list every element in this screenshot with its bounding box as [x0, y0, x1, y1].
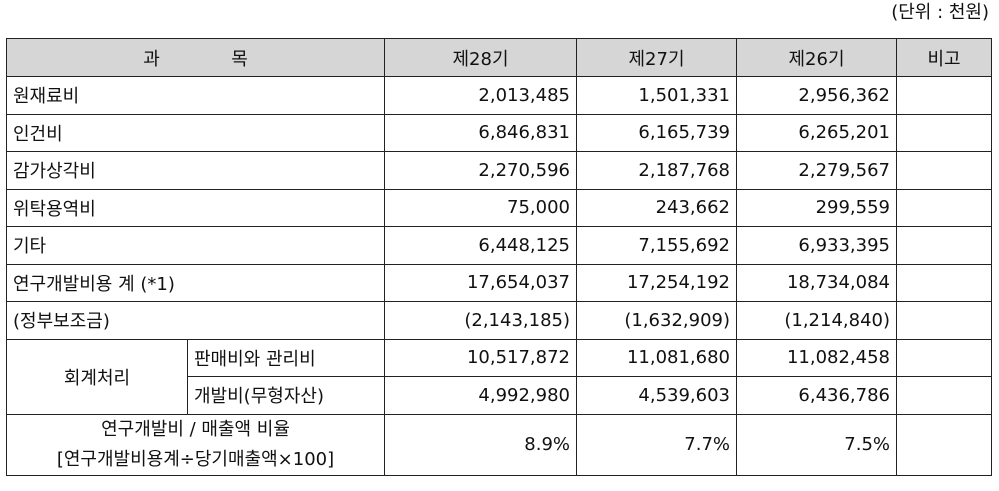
cell-p27: 7,155,692: [576, 226, 737, 265]
table-row: 기타 6,448,125 7,155,692 6,933,395: [6, 226, 992, 265]
unit-note: (단위 : 천원): [891, 2, 989, 23]
accounting-sub-label: 판매비와 관리비: [187, 338, 385, 377]
cell-remark: [896, 338, 992, 377]
cell-p28: 6,846,831: [384, 113, 577, 152]
row-label: 감가상각비: [6, 151, 385, 190]
table-row: 위탁용역비 75,000 243,662 299,559: [6, 188, 992, 227]
accounting-label: 회계처리: [6, 338, 188, 415]
cell-remark: [896, 301, 992, 340]
cell-p28: 6,448,125: [384, 226, 577, 265]
cell-remark: [896, 151, 992, 190]
cell-p27: 7.7%: [576, 413, 737, 476]
cell-p28: 75,000: [384, 188, 577, 227]
cell-remark: [896, 413, 992, 476]
cell-p28: 17,654,037: [384, 263, 577, 302]
cell-p28: 8.9%: [384, 413, 577, 476]
ratio-label-line-1: 연구개발비 / 매출액 비율: [101, 418, 290, 440]
cell-p28: 4,992,980: [384, 376, 577, 415]
cell-p26: 2,279,567: [736, 151, 897, 190]
header-remark: 비고: [896, 38, 992, 77]
cell-p27: (1,632,909): [576, 301, 737, 340]
cell-p28: 2,270,596: [384, 151, 577, 190]
cell-p26: 7.5%: [736, 413, 897, 476]
cell-p27: 11,081,680: [576, 338, 737, 377]
ratio-label: 연구개발비 / 매출액 비율 [연구개발비용계÷당기매출액×100]: [6, 413, 385, 476]
cell-p28: 2,013,485: [384, 76, 577, 115]
ratio-label-line-2: [연구개발비용계÷당기매출액×100]: [56, 448, 335, 470]
row-label: 연구개발비용 계 (*1): [6, 263, 385, 302]
header-subject-part-2: 목: [231, 48, 248, 70]
header-period-28: 제28기: [384, 38, 577, 77]
cell-p26: 6,436,786: [736, 376, 897, 415]
cell-p26: 18,734,084: [736, 263, 897, 302]
cell-p27: 17,254,192: [576, 263, 737, 302]
row-label: 원재료비: [6, 76, 385, 115]
row-label: 인건비: [6, 113, 385, 152]
header-subject-part-1: 과: [143, 48, 160, 70]
header-period-27: 제27기: [576, 38, 737, 77]
accounting-sub-label: 개발비(무형자산): [187, 376, 385, 415]
cell-remark: [896, 376, 992, 415]
row-label: 기타: [6, 226, 385, 265]
cell-remark: [896, 263, 992, 302]
cell-remark: [896, 113, 992, 152]
cell-p26: 2,956,362: [736, 76, 897, 115]
table-row: 인건비 6,846,831 6,165,739 6,265,201: [6, 113, 992, 152]
cell-p27: 6,165,739: [576, 113, 737, 152]
table-row-subsidy: (정부보조금) (2,143,185) (1,632,909) (1,214,8…: [6, 301, 992, 340]
row-label: 위탁용역비: [6, 188, 385, 227]
table-row: 원재료비 2,013,485 1,501,331 2,956,362: [6, 76, 992, 115]
cell-p26: 6,933,395: [736, 226, 897, 265]
table-row-total: 연구개발비용 계 (*1) 17,654,037 17,254,192 18,7…: [6, 263, 992, 302]
cell-p26: 299,559: [736, 188, 897, 227]
cell-p26: 11,082,458: [736, 338, 897, 377]
cell-p27: 1,501,331: [576, 76, 737, 115]
cell-remark: [896, 188, 992, 227]
table-row-ratio: 연구개발비 / 매출액 비율 [연구개발비용계÷당기매출액×100] 8.9% …: [6, 413, 992, 476]
cell-p27: 243,662: [576, 188, 737, 227]
cell-p27: 4,539,603: [576, 376, 737, 415]
table-row: 감가상각비 2,270,596 2,187,768 2,279,567: [6, 151, 992, 190]
cell-p26: 6,265,201: [736, 113, 897, 152]
cell-p26: (1,214,840): [736, 301, 897, 340]
table-row-accounting-sga: 회계처리 판매비와 관리비 10,517,872 11,081,680 11,0…: [6, 338, 992, 415]
cell-remark: [896, 226, 992, 265]
cell-remark: [896, 76, 992, 115]
cell-p28: 10,517,872: [384, 338, 577, 377]
row-label: (정부보조금): [6, 301, 385, 340]
table-row-accounting-dev: 개발비(무형자산) 4,992,980 4,539,603 6,436,786: [7, 376, 992, 415]
header-period-26: 제26기: [736, 38, 897, 77]
cell-p28: (2,143,185): [384, 301, 577, 340]
cell-p27: 2,187,768: [576, 151, 737, 190]
